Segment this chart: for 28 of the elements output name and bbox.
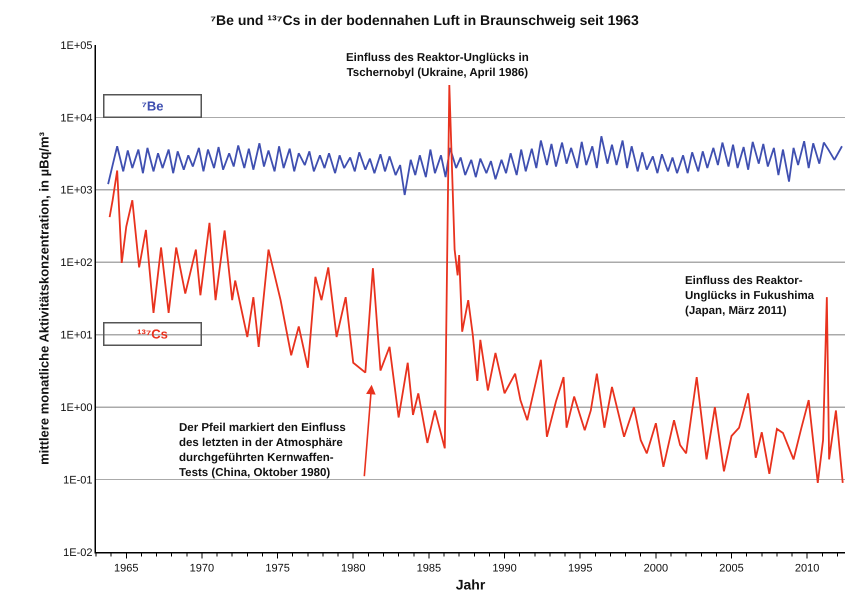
text: ⁷Be: [142, 98, 164, 114]
x-tick-label: 1995: [568, 562, 592, 574]
x-tick-label: 2005: [719, 562, 744, 574]
y-tick-label: 1E+03: [60, 184, 92, 197]
x-tick-label: 1970: [190, 562, 214, 574]
y-tick-label: 1E+05: [60, 40, 92, 52]
series-label: ¹³⁷Cs: [137, 326, 168, 342]
x-tick-label: 1975: [265, 562, 290, 574]
x-tick-label: 1980: [340, 562, 366, 574]
y-tick-label: 1E+04: [60, 112, 92, 124]
y-tick-label: 1E+01: [60, 330, 92, 342]
y-tick-label: 1E+00: [60, 402, 92, 414]
line-series: [108, 84, 844, 484]
y-tick-label: 1E-01: [63, 474, 92, 486]
annotation: Der Pfeil markiert den Einfluss des letzten in der Atmosphäre durchgeführten Kernwaffen- Tests (China, Oktober 1980): [179, 422, 346, 479]
x-tick-label: 1990: [492, 562, 517, 574]
y-axis-title: mittlere monatliche Aktivitätskonzentration, in µBq/m³: [36, 131, 52, 465]
x-tick-label: 2000: [644, 562, 668, 574]
y-tick-label: 1E-02: [63, 546, 92, 559]
x-tick-label: 1985: [416, 562, 442, 574]
x-axis-title: Jahr: [456, 576, 486, 593]
x-tick-label: 1965: [114, 562, 138, 574]
annotation: Einfluss des Reaktor-Unglücks in Tschernobyl (Ukraine, April 1986): [346, 52, 529, 79]
line-series: [107, 135, 843, 196]
x-tick-label: 2010: [794, 562, 820, 574]
annotation: Einfluss des Reaktor- Unglücks in Fukushima (Japan, März 2011): [685, 275, 815, 317]
y-tick-label: 1E+02: [60, 257, 92, 270]
chart-title: ⁷Be und ¹³⁷Cs in der bodennahen Luft in Braunschweig seit 1963: [210, 12, 639, 28]
